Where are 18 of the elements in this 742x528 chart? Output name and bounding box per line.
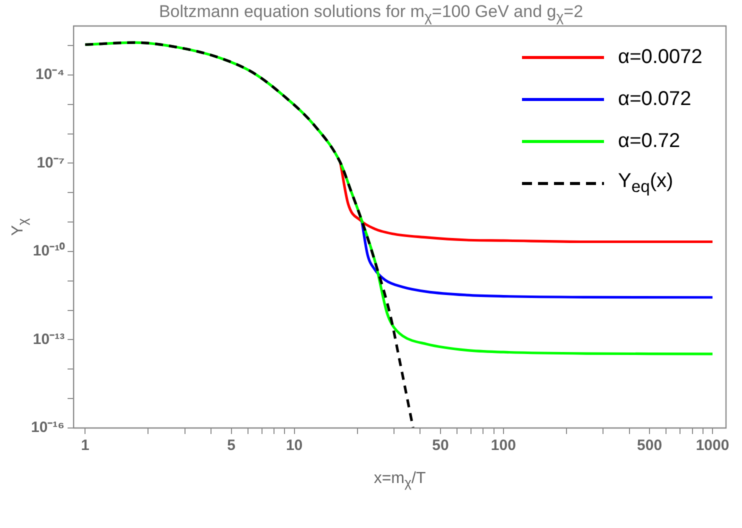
- legend-label: α=0.0072: [618, 46, 702, 68]
- x-tick-label: 1: [81, 437, 90, 454]
- legend-label: α=0.072: [618, 88, 692, 110]
- x-tick-label: 1000: [696, 437, 730, 454]
- x-tick-label: 5: [227, 437, 236, 454]
- y-tick-label: 10⁻⁴: [35, 66, 65, 84]
- x-tick-label: 10: [286, 437, 303, 454]
- legend-label: α=0.72: [618, 130, 680, 152]
- x-tick-label: 100: [490, 437, 516, 454]
- x-tick-label: 50: [432, 437, 449, 454]
- y-tick-label: 10⁻¹⁶: [30, 419, 65, 436]
- y-tick-label: 10⁻⁷: [36, 154, 65, 172]
- chart-title: Boltzmann equation solutions for m$_{χ}$=100 GeV and g$_{χ}$=2: [158, 2, 584, 26]
- x-axis-title: x=m$_{χ}$/T: [372, 470, 427, 490]
- legend-label: Y$_{eq}$(x): [618, 170, 674, 196]
- y-tick-label: 10⁻¹⁰: [32, 242, 66, 260]
- x-tick-label: 500: [637, 437, 662, 454]
- y-tick-label: 10⁻¹³: [32, 330, 65, 348]
